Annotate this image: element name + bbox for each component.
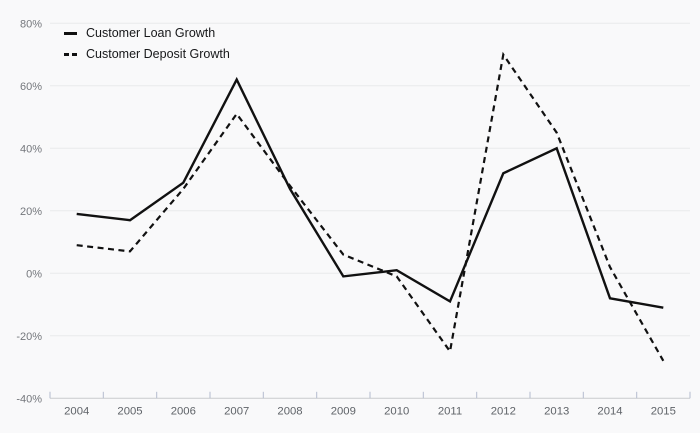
dashed-line-swatch — [64, 53, 77, 56]
x-axis-label: 2006 — [171, 406, 196, 418]
y-axis-label: 40% — [20, 143, 42, 155]
series-line-solid — [76, 76, 664, 309]
x-axis-label: 2009 — [331, 406, 356, 418]
x-axis-label: 2012 — [491, 406, 516, 418]
legend-item-deposit-growth: Customer Deposit Growth — [64, 47, 230, 62]
x-axis-label: 2013 — [544, 406, 569, 418]
x-axis-label: 2011 — [438, 406, 462, 418]
x-axis-label: 2007 — [224, 406, 249, 418]
x-axis-label: 2008 — [277, 406, 302, 418]
y-axis-label: 80% — [20, 18, 42, 30]
solid-line-swatch — [64, 32, 77, 35]
legend-label-loan-growth: Customer Loan Growth — [86, 26, 216, 40]
x-axis-label: 2010 — [384, 406, 409, 418]
x-axis-label: 2004 — [64, 406, 89, 418]
x-axis-label: 2014 — [597, 406, 622, 418]
legend-label-deposit-growth: Customer Deposit Growth — [86, 47, 230, 61]
y-axis-label: 0% — [26, 268, 42, 280]
x-axis-label: 2005 — [117, 406, 142, 418]
y-axis-label: -20% — [16, 331, 42, 343]
y-axis-label: 60% — [20, 81, 42, 93]
legend-item-loan-growth: Customer Loan Growth — [64, 26, 230, 41]
y-axis-label: -40% — [16, 393, 42, 405]
y-axis-label: 20% — [20, 206, 42, 218]
legend: Customer Loan Growth Customer Deposit Gr… — [64, 26, 230, 62]
x-axis-label: 2015 — [651, 406, 676, 418]
series-line-dashed — [76, 51, 665, 362]
